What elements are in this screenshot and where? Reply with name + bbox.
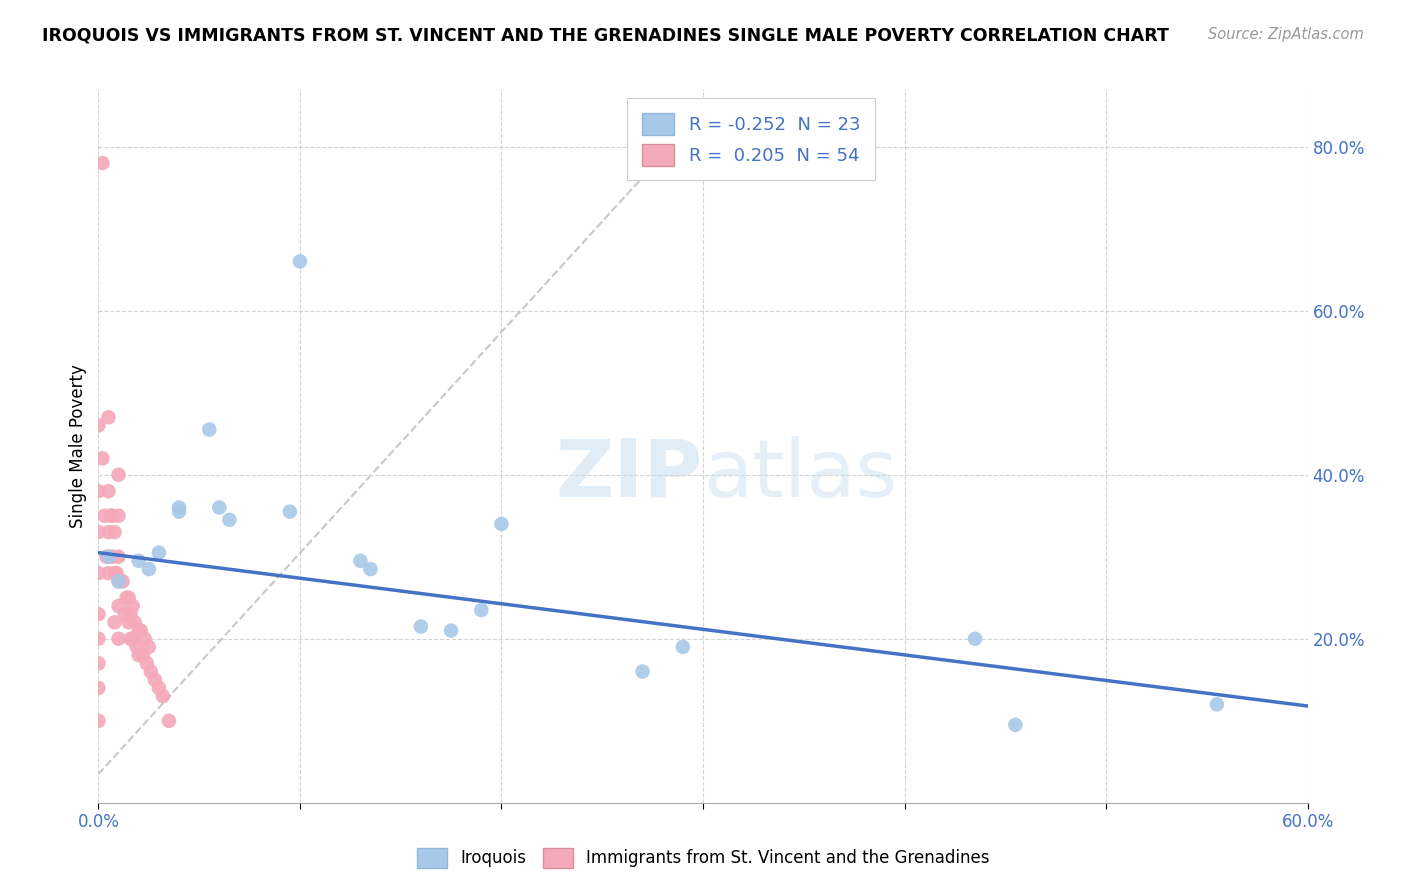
- Point: [91, 156, 114, 170]
- Legend: Iroquois, Immigrants from St. Vincent and the Grenadines: Iroquois, Immigrants from St. Vincent an…: [411, 841, 995, 875]
- Point: [491, 516, 513, 531]
- Text: Source: ZipAtlas.com: Source: ZipAtlas.com: [1208, 27, 1364, 42]
- Point: [101, 508, 124, 523]
- Point: [157, 714, 180, 728]
- Point: [148, 681, 170, 695]
- Point: [107, 632, 129, 646]
- Point: [134, 632, 156, 646]
- Point: [93, 508, 115, 523]
- Point: [97, 410, 120, 425]
- Point: [152, 689, 174, 703]
- Point: [139, 665, 162, 679]
- Point: [107, 574, 129, 589]
- Point: [631, 665, 654, 679]
- Point: [97, 484, 120, 499]
- Text: ZIP: ZIP: [555, 435, 703, 514]
- Point: [167, 500, 190, 515]
- Point: [107, 574, 129, 589]
- Point: [125, 640, 148, 654]
- Point: [101, 549, 124, 564]
- Point: [198, 423, 221, 437]
- Point: [120, 632, 142, 646]
- Point: [107, 467, 129, 482]
- Point: [97, 525, 120, 540]
- Point: [218, 513, 240, 527]
- Point: [114, 607, 136, 622]
- Point: [440, 624, 463, 638]
- Point: [103, 525, 125, 540]
- Point: [100, 549, 122, 564]
- Point: [288, 254, 311, 268]
- Point: [115, 591, 138, 605]
- Point: [87, 657, 110, 671]
- Point: [124, 615, 146, 630]
- Point: [167, 505, 190, 519]
- Point: [409, 619, 432, 633]
- Point: [121, 599, 143, 613]
- Point: [87, 681, 110, 695]
- Point: [97, 549, 120, 564]
- Y-axis label: Single Male Poverty: Single Male Poverty: [69, 364, 87, 528]
- Point: [87, 484, 110, 499]
- Point: [87, 566, 110, 581]
- Point: [148, 546, 170, 560]
- Point: [138, 640, 160, 654]
- Point: [97, 566, 120, 581]
- Point: [118, 615, 141, 630]
- Point: [349, 554, 371, 568]
- Point: [87, 607, 110, 622]
- Point: [208, 500, 231, 515]
- Point: [143, 673, 166, 687]
- Point: [1206, 698, 1229, 712]
- Point: [132, 648, 155, 662]
- Point: [105, 566, 128, 581]
- Point: [103, 566, 125, 581]
- Text: atlas: atlas: [703, 435, 897, 514]
- Point: [87, 632, 110, 646]
- Point: [100, 508, 122, 523]
- Point: [96, 549, 118, 564]
- Point: [965, 632, 987, 646]
- Point: [87, 525, 110, 540]
- Point: [121, 632, 143, 646]
- Point: [129, 624, 152, 638]
- Point: [118, 591, 141, 605]
- Point: [120, 607, 142, 622]
- Text: IROQUOIS VS IMMIGRANTS FROM ST. VINCENT AND THE GRENADINES SINGLE MALE POVERTY C: IROQUOIS VS IMMIGRANTS FROM ST. VINCENT …: [42, 27, 1168, 45]
- Point: [103, 615, 125, 630]
- Point: [128, 624, 150, 638]
- Point: [87, 714, 110, 728]
- Point: [135, 657, 157, 671]
- Point: [107, 599, 129, 613]
- Point: [91, 451, 114, 466]
- Point: [470, 603, 492, 617]
- Point: [128, 648, 150, 662]
- Point: [672, 640, 695, 654]
- Point: [360, 562, 382, 576]
- Point: [87, 418, 110, 433]
- Point: [111, 574, 134, 589]
- Point: [107, 549, 129, 564]
- Point: [107, 508, 129, 523]
- Point: [128, 554, 150, 568]
- Legend: R = -0.252  N = 23, R =  0.205  N = 54: R = -0.252 N = 23, R = 0.205 N = 54: [627, 98, 875, 180]
- Point: [278, 505, 301, 519]
- Point: [138, 562, 160, 576]
- Point: [1004, 718, 1026, 732]
